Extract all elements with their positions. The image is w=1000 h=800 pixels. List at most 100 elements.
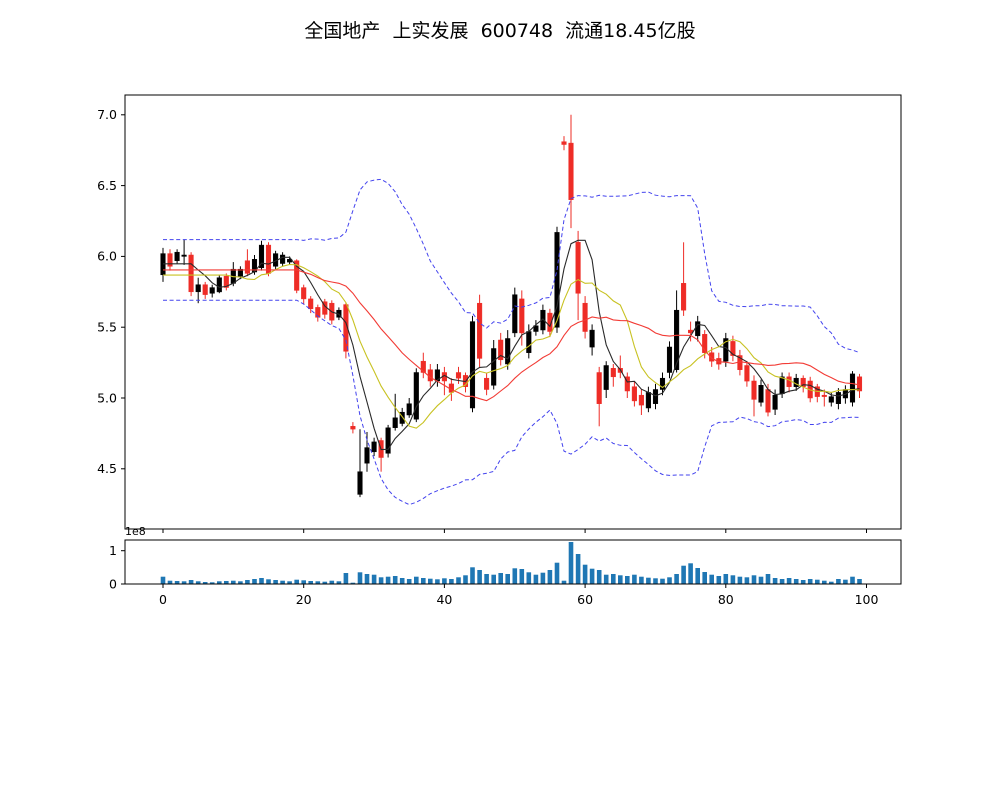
volume-bar xyxy=(695,568,700,584)
boll-upper-line xyxy=(163,178,860,354)
volume-bar xyxy=(603,574,609,584)
volume-bar xyxy=(414,576,419,584)
volume-bar xyxy=(702,572,707,584)
candle-up xyxy=(652,389,659,404)
volume-bar xyxy=(498,573,503,584)
candle-up xyxy=(406,403,412,416)
volume-bar xyxy=(800,580,806,584)
candle-down xyxy=(821,394,827,397)
candle-up xyxy=(280,254,286,264)
volume-bar xyxy=(470,567,475,584)
candle-up xyxy=(666,346,673,373)
volume-bar xyxy=(618,575,623,584)
candle-down xyxy=(519,298,525,334)
volume-bar xyxy=(364,574,370,584)
candle-up xyxy=(533,325,539,332)
candle-up xyxy=(357,471,363,495)
candle-down xyxy=(188,254,194,293)
volume-bar xyxy=(202,582,208,584)
candle-down xyxy=(265,244,272,274)
overlay-ma20 xyxy=(163,269,860,402)
candle-up xyxy=(540,309,546,331)
candle-down xyxy=(315,307,321,318)
volume-bar xyxy=(779,579,785,584)
overlay-boll-upper xyxy=(163,178,860,354)
volume-bar xyxy=(336,581,342,584)
volume-bar xyxy=(406,579,412,584)
volume-bar xyxy=(653,578,658,584)
volume-bar xyxy=(625,576,630,584)
volume-bar xyxy=(667,577,672,584)
volume-bar xyxy=(674,574,679,584)
candle-down xyxy=(568,142,574,200)
ma20-line xyxy=(163,269,860,402)
volume-bar xyxy=(252,579,257,584)
candle-down xyxy=(638,394,644,406)
volume-bar xyxy=(174,581,180,584)
candle-down xyxy=(294,260,300,291)
candle-up xyxy=(695,321,701,337)
price-y-tick-label: 5.0 xyxy=(97,390,117,405)
volume-bar xyxy=(160,576,166,584)
candle-down xyxy=(575,242,581,294)
volume-bar xyxy=(822,580,827,584)
volume-bar xyxy=(709,574,714,584)
volume-bar xyxy=(744,577,750,584)
volume-bar xyxy=(688,563,693,584)
volume-bar xyxy=(815,579,820,584)
volume-bar xyxy=(758,576,764,584)
candle-down xyxy=(702,334,708,353)
volume-bar xyxy=(238,581,243,584)
candle-up xyxy=(174,251,180,261)
volume-axis-offset-label: 1e8 xyxy=(125,525,146,538)
price-y-tick-label: 6.0 xyxy=(97,249,117,264)
candle-down xyxy=(561,141,567,145)
candle-down xyxy=(350,426,356,430)
candle-down xyxy=(498,339,504,361)
volume-bar xyxy=(428,578,433,584)
candle-up xyxy=(413,372,419,420)
volume-bar xyxy=(646,577,651,584)
volume-bar xyxy=(723,574,729,584)
candle-up xyxy=(385,427,391,454)
candle-down xyxy=(455,372,462,379)
candle-down xyxy=(308,298,314,310)
volume-bar xyxy=(273,580,278,584)
volume-bar xyxy=(392,576,398,584)
ma5-line xyxy=(163,239,860,451)
volume-bar xyxy=(378,577,384,584)
candle-up xyxy=(674,309,680,370)
volume-x-tick-label: 0 xyxy=(159,592,167,607)
candle-down xyxy=(582,302,588,332)
volume-bar xyxy=(772,578,778,584)
volume-bar xyxy=(491,574,496,584)
volume-bar xyxy=(477,570,482,584)
volume-bar xyxy=(350,582,356,584)
price-y-tick-label: 4.5 xyxy=(97,461,117,476)
candle-up xyxy=(469,321,476,409)
candle-up xyxy=(512,294,518,334)
candle-up xyxy=(392,417,398,428)
price-plot-border xyxy=(124,94,902,530)
price-y-tick-label: 5.5 xyxy=(97,320,117,335)
volume-bar xyxy=(181,581,187,584)
volume-x-tick-label: 20 xyxy=(296,592,312,607)
candle-up xyxy=(793,377,799,387)
ma10-line xyxy=(163,263,860,429)
volume-x-tick-label: 60 xyxy=(577,592,593,607)
volume-bar xyxy=(554,562,560,584)
volume-bar xyxy=(589,568,595,584)
volume-bar xyxy=(857,579,862,584)
candle-down xyxy=(477,302,483,359)
volume-bar xyxy=(596,570,602,584)
candle-up xyxy=(758,385,764,403)
overlay-boll-lower xyxy=(163,299,860,506)
candle-down xyxy=(709,352,715,362)
candle-up xyxy=(849,373,856,403)
candle-down xyxy=(610,368,616,378)
volume-bars-layer xyxy=(160,542,862,584)
candle-down xyxy=(786,376,792,387)
volume-bar xyxy=(449,579,454,584)
